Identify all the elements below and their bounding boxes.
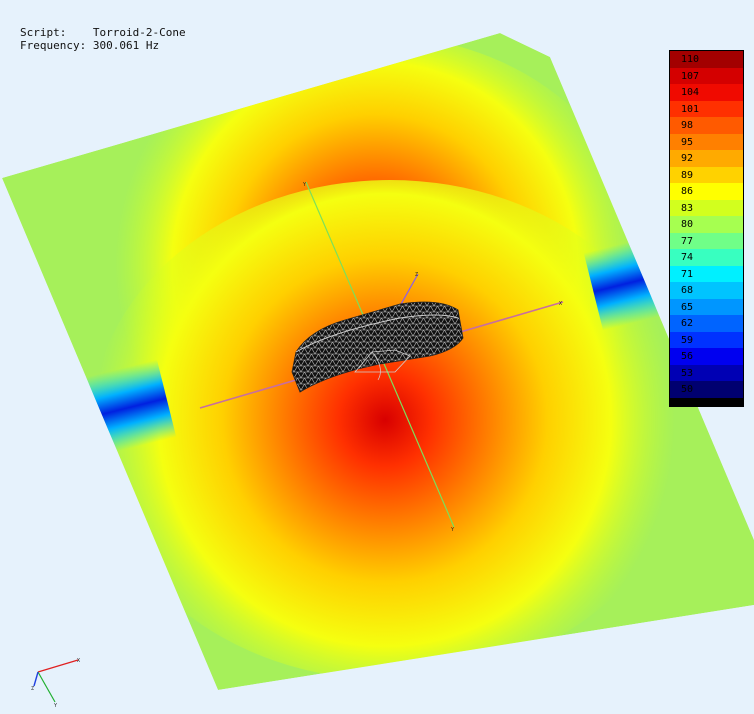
legend-swatch	[670, 166, 743, 183]
legend-swatch	[670, 364, 743, 381]
legend-tick-label: 80	[681, 219, 694, 230]
legend-swatch	[670, 133, 743, 150]
legend-swatch	[670, 348, 743, 365]
legend-tick-label: 71	[681, 268, 694, 280]
info-overlay: Script: Torroid-2-Cone Frequency: 300.06…	[20, 26, 186, 52]
legend-tick-label: 89	[681, 169, 694, 181]
legend-tick-label: 98	[681, 120, 694, 131]
legend-swatch	[670, 331, 743, 348]
legend-swatch	[670, 298, 743, 315]
legend-tick-label: 95	[681, 136, 694, 148]
torroid-mesh-model[interactable]	[291, 301, 464, 393]
color-scale-legend: 110 107 104 101 98 95 92 89 86 83 80 77 74 71 68 65 62 59…	[669, 50, 744, 407]
legend-swatch	[670, 282, 743, 299]
legend-tick-label: 77	[681, 235, 694, 247]
triad-z-icon	[33, 671, 39, 687]
legend-tick-label: 83	[681, 202, 694, 214]
x-axis-end-label: X	[559, 301, 562, 307]
legend-tick-label: 62	[681, 318, 694, 329]
legend-swatch	[670, 216, 743, 233]
legend-tick-label: 68	[681, 285, 694, 296]
frequency-value: 300.061 Hz	[92, 39, 160, 52]
legend-tick-label: 74	[681, 252, 694, 263]
legend-swatch	[670, 150, 743, 167]
legend-tick-label: 59	[681, 334, 694, 346]
y-axis-neg-label: Y	[451, 527, 454, 533]
legend-swatch	[670, 315, 743, 332]
orientation-triad: X Y Z	[31, 658, 80, 708]
legend-swatch	[670, 67, 743, 84]
script-row: Script: Torroid-2-Cone	[20, 26, 186, 39]
legend-tick-label: 101	[681, 103, 700, 115]
legend-tick-label: 104	[681, 87, 700, 98]
legend-swatch	[670, 100, 743, 117]
legend-swatch	[670, 51, 743, 68]
legend-tick-label: 53	[681, 367, 694, 379]
legend-swatch	[670, 84, 743, 101]
triad-y-icon	[37, 671, 56, 703]
frequency-label: Frequency:	[20, 39, 87, 52]
legend-tick-label: 107	[681, 70, 700, 82]
legend-swatch	[670, 381, 743, 398]
legend-tick-label: 110	[681, 54, 700, 65]
triad-y-label: Y	[54, 703, 57, 708]
legend-swatch	[670, 249, 743, 266]
legend-tick-label: 65	[681, 301, 694, 313]
legend-swatch	[670, 183, 743, 200]
triad-x-label: X	[77, 658, 80, 664]
legend-tick-label: 92	[681, 153, 694, 164]
legend-tick-label: 56	[681, 351, 694, 362]
script-label: Script:	[20, 26, 67, 39]
legend-swatch	[670, 117, 743, 134]
legend-tick-label: 50	[681, 384, 694, 395]
script-value: Torroid-2-Cone	[92, 26, 186, 39]
legend-swatch	[670, 232, 743, 249]
triad-z-label: Z	[31, 686, 34, 692]
legend-swatch	[670, 265, 743, 282]
frequency-row: Frequency: 300.061 Hz	[20, 39, 186, 52]
z-axis-end-label: Z	[415, 272, 418, 278]
triad-x-icon	[37, 659, 79, 673]
legend-swatch	[670, 199, 743, 216]
y-axis-end-label: Y	[303, 182, 306, 188]
legend-tick-label: 86	[681, 186, 694, 197]
